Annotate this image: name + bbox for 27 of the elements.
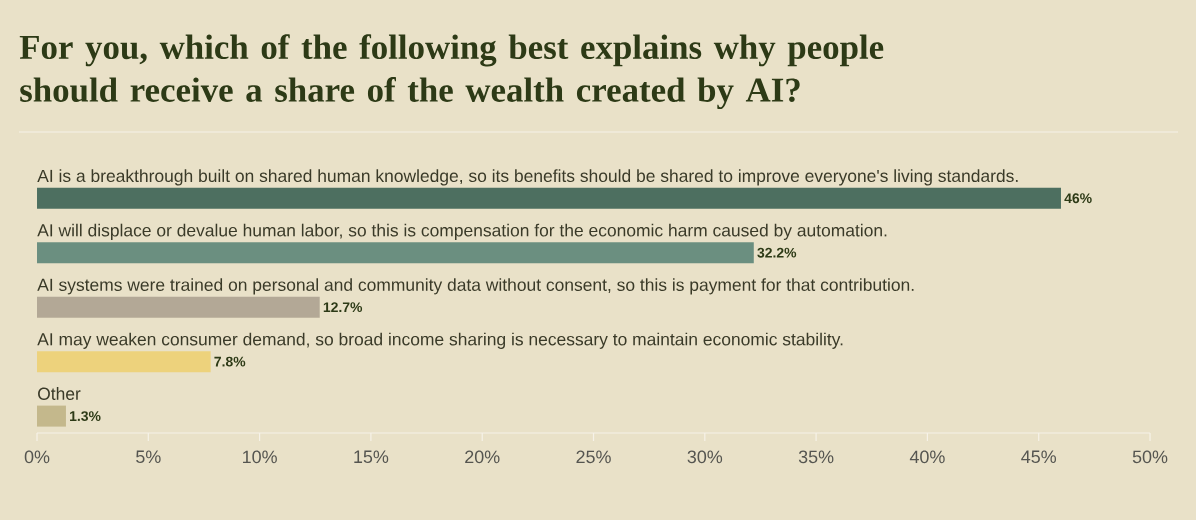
- data-label: 46%: [1064, 193, 1092, 204]
- x-tick-label: 15%: [354, 450, 389, 464]
- data-label: 1.3%: [70, 411, 101, 422]
- y-tick-label: AI may weaken consumer demand, so broad income sharing is necessary to maintain economic stability.: [37, 332, 843, 349]
- data-label: 7.8%: [214, 356, 246, 367]
- x-tick-label: 50%: [1132, 450, 1168, 464]
- bar: [37, 351, 211, 373]
- x-tick-label: 5%: [136, 450, 161, 464]
- data-label: 12.7%: [323, 302, 363, 313]
- y-tick-label: AI systems were trained on personal and community data without consent, so this is payment for that contribution.: [37, 278, 914, 295]
- x-tick-label: 25%: [576, 450, 611, 464]
- bar: [37, 242, 754, 264]
- y-tick-label: AI is a breakthrough built on shared human knowledge, so its benefits should be shared to improve everyone's living standards.: [37, 169, 1018, 186]
- bar: [37, 405, 66, 427]
- bar: [37, 187, 1061, 209]
- x-tick-label: 20%: [465, 450, 500, 464]
- x-tick-label: 40%: [909, 450, 945, 464]
- data-label: 32.2%: [757, 247, 797, 258]
- x-tick-label: 30%: [687, 450, 723, 464]
- x-tick-label: 0%: [24, 450, 50, 464]
- x-tick-label: 10%: [243, 450, 277, 464]
- bar: [37, 296, 320, 318]
- y-tick-label: AI will displace or devalue human labor, so this is compensation for the economic harm caused by automation.: [37, 223, 887, 240]
- x-tick-label: 45%: [1021, 450, 1057, 464]
- chart-title: For you, which of the following best explains why people should receive a share of the wealth created by AI?: [19, 34, 884, 110]
- y-tick-label: Other: [38, 387, 81, 400]
- x-tick-label: 35%: [798, 450, 834, 464]
